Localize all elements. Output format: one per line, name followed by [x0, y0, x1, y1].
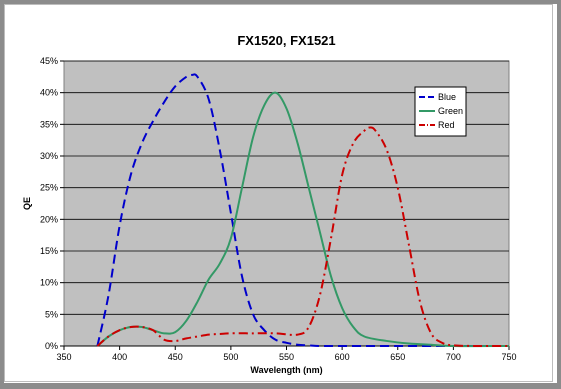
x-tick-label: 750 — [501, 352, 516, 362]
y-axis-label: QE — [22, 197, 32, 210]
x-axis-ticks: 350 400 450 500 550 600 650 700 750 — [56, 345, 517, 362]
x-tick-label: 350 — [56, 352, 71, 362]
legend-label-green: Green — [438, 106, 463, 116]
legend: Blue Green Red — [414, 86, 467, 137]
y-tick-label: 30% — [40, 151, 58, 161]
series-group — [96, 73, 510, 348]
y-tick-label: 25% — [40, 183, 58, 193]
y-tick-label: 5% — [45, 309, 58, 319]
y-tick-label: 20% — [40, 214, 58, 224]
y-tick-label: 45% — [40, 56, 58, 66]
y-axis-ticks: 0% 5% 10% 15% 20% 25% 30% 35% 40% 45% — [40, 56, 64, 351]
y-tick-label: 35% — [40, 119, 58, 129]
y-tick-label: 40% — [40, 88, 58, 98]
x-tick-label: 450 — [168, 352, 183, 362]
series-line-blue — [96, 73, 509, 348]
chart-title: FX1520, FX1521 — [237, 33, 335, 48]
x-tick-label: 650 — [390, 352, 405, 362]
x-tick-label: 600 — [335, 352, 350, 362]
y-tick-label: 0% — [45, 341, 58, 351]
y-tick-label: 10% — [40, 278, 58, 288]
x-tick-label: 700 — [446, 352, 461, 362]
x-tick-label: 550 — [279, 352, 294, 362]
grid-lines — [64, 60, 509, 315]
x-axis-label: Wavelength (nm) — [250, 365, 322, 375]
legend-label-red: Red — [438, 120, 455, 130]
x-tick-label: 400 — [112, 352, 127, 362]
y-tick-label: 15% — [40, 246, 58, 256]
legend-label-blue: Blue — [438, 92, 456, 102]
x-tick-label: 500 — [223, 352, 238, 362]
